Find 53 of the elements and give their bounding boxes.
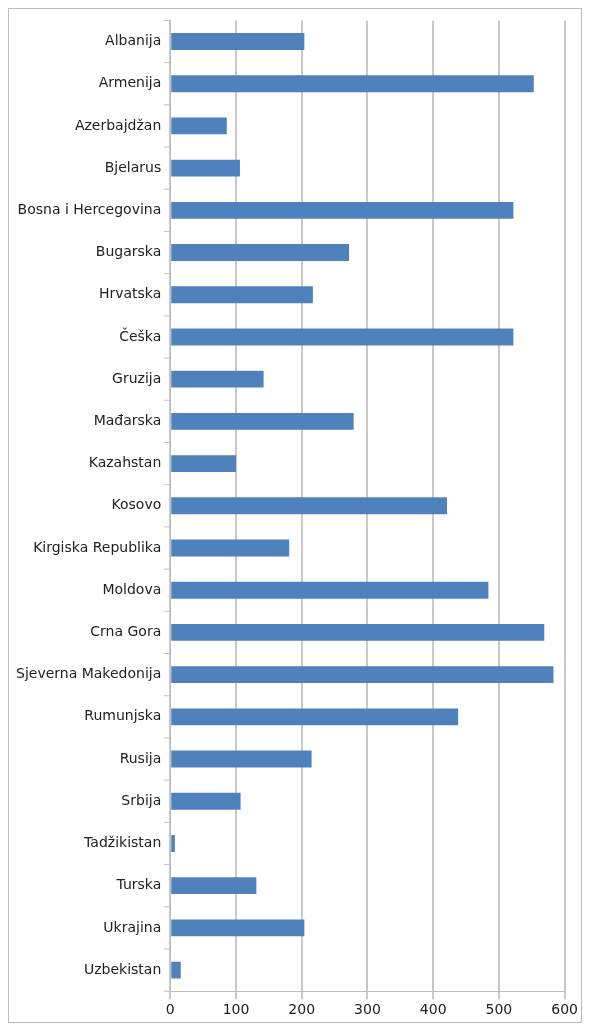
bar	[171, 159, 240, 177]
bar	[171, 961, 181, 979]
y-tick-label: Uzbekistan	[83, 960, 162, 977]
bar	[171, 201, 514, 219]
y-tick-label: Rusija	[119, 749, 162, 766]
y-tick-label: Bugarska	[95, 243, 162, 260]
y-tick-label: Ukrajina	[103, 918, 162, 935]
bar	[171, 623, 545, 641]
y-tick-label: Sjeverna Makedonija	[16, 665, 162, 682]
bar	[171, 835, 175, 852]
bar	[171, 666, 554, 684]
y-tick-label: Azerbajdžan	[74, 116, 162, 133]
bar	[171, 750, 312, 768]
y-tick-label: Crna Gora	[90, 623, 162, 640]
x-tick-label: 300	[354, 1001, 381, 1018]
bar	[171, 286, 313, 304]
y-tick-label: Hrvatska	[98, 285, 162, 302]
x-tick-label: 0	[165, 1001, 175, 1018]
bar	[171, 497, 447, 515]
y-tick-label: Moldova	[102, 580, 162, 597]
y-tick-label: Kosovo	[111, 496, 162, 513]
y-tick-label: Kazahstan	[88, 454, 162, 471]
y-tick-label: Bosna i Hercegovina	[17, 200, 162, 217]
x-tick-label: 600	[551, 1001, 579, 1018]
x-tick-label: 500	[485, 1001, 513, 1018]
y-tick-label: Gruzija	[112, 369, 162, 386]
y-tick-label: Albanija	[105, 32, 162, 49]
y-tick-label: Bjelarus	[104, 158, 162, 175]
bar	[171, 244, 350, 261]
y-tick-label: Kirgiska Republika	[33, 538, 162, 555]
y-tick-label: Turska	[115, 876, 162, 893]
bar	[171, 539, 290, 557]
bar	[171, 792, 241, 810]
x-tick-label: 100	[222, 1001, 250, 1018]
y-tick-label: Armenija	[98, 74, 162, 91]
x-tick-label: 400	[419, 1001, 447, 1018]
bar	[171, 581, 489, 599]
y-tick-label: Češka	[119, 326, 162, 344]
bar	[171, 877, 257, 895]
y-tick-label: Rumunjska	[84, 707, 162, 724]
bar	[171, 117, 227, 135]
bar	[171, 412, 354, 430]
bar	[171, 328, 514, 346]
y-tick-label: Mađarska	[93, 412, 162, 429]
x-tick-label: 200	[288, 1001, 316, 1018]
y-tick-label: Tadžikistan	[83, 834, 162, 851]
bar	[171, 455, 236, 473]
bar	[171, 370, 264, 388]
y-tick-label: Srbija	[121, 791, 162, 808]
bar	[171, 33, 305, 50]
bar	[171, 75, 534, 93]
bar	[171, 919, 305, 937]
bar	[171, 708, 459, 726]
